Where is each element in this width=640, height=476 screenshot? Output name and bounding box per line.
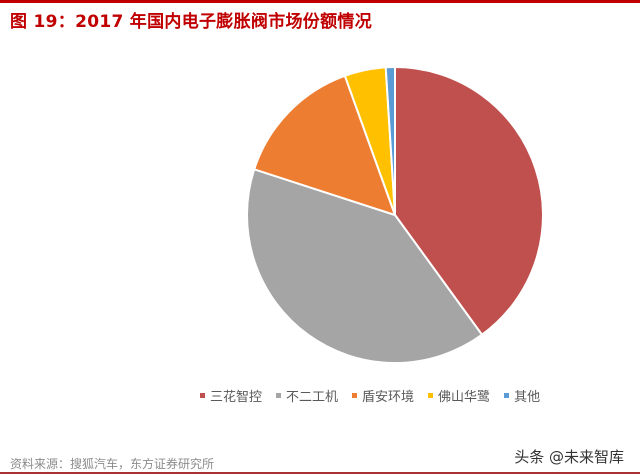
- pie-chart: [246, 65, 544, 364]
- pie-slice-4: [384, 65, 396, 216]
- legend-swatch: [428, 393, 434, 398]
- legend-label: 佛山华鹭: [438, 390, 491, 405]
- legend-label: 不二工机: [286, 390, 339, 405]
- legend-swatch: [504, 393, 510, 398]
- legend-item-foshan: 佛山华鹭: [428, 386, 490, 405]
- bottom-rule: [0, 472, 640, 474]
- legend-item-sanhua: 三花智控: [200, 386, 262, 405]
- legend-label: 其他: [514, 390, 541, 405]
- legend-swatch: [276, 393, 282, 398]
- legend: 三花智控 不二工机 盾安环境 佛山华鹭 其他: [200, 386, 540, 405]
- top-rule: [0, 0, 640, 3]
- legend-item-other: 其他: [504, 386, 540, 405]
- legend-item-fujikoki: 不二工机: [276, 386, 338, 405]
- legend-swatch: [352, 393, 358, 398]
- chart-title: 图 19：2017 年国内电子膨胀阀市场份额情况: [10, 12, 373, 32]
- watermark: 头条 @未来智库: [514, 448, 624, 466]
- legend-label: 盾安环境: [362, 390, 415, 405]
- source-note: 资料来源：搜狐汽车，东方证券研究所: [10, 457, 215, 471]
- legend-swatch: [200, 393, 205, 398]
- legend-item-dunan: 盾安环境: [352, 386, 414, 405]
- pie-slice-1: [246, 168, 484, 364]
- legend-label: 三花智控: [210, 390, 263, 405]
- pie-slice-0: [394, 65, 544, 337]
- pie-slice-2: [252, 74, 397, 217]
